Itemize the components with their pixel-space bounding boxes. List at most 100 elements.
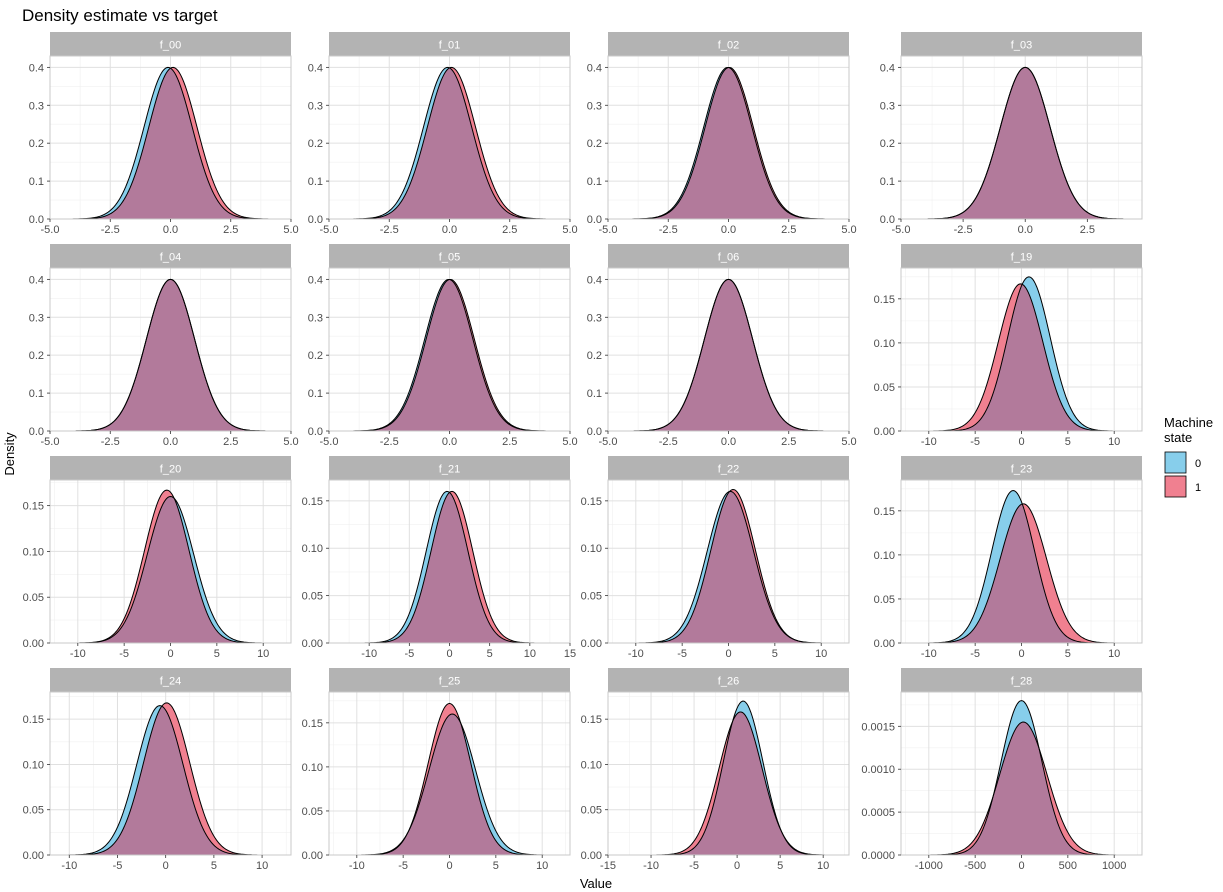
x-tick-label: -5.0	[599, 224, 618, 236]
x-tick-label: 2.5	[502, 224, 517, 236]
y-tick-label: 0.15	[581, 496, 602, 508]
facet-panel: f_05 -5.0 -2.5 0.0 2.5 5.0 0.0 0.1 0.2 0.3 0.4	[308, 244, 578, 448]
facet-strip-label: f_06	[718, 252, 739, 264]
x-tick-label: 0	[163, 860, 169, 872]
legend-key-1	[1164, 475, 1187, 498]
y-tick-label: 0.3	[587, 312, 602, 324]
density-overlap-area	[333, 67, 566, 219]
density-overlap-area	[338, 714, 561, 855]
y-tick-label: 0.3	[29, 100, 44, 112]
y-tick-label: 0.2	[29, 138, 44, 150]
legend-label-0: 0	[1195, 458, 1201, 470]
panel-border	[900, 55, 1143, 220]
x-tick-label: -10	[361, 648, 377, 660]
x-tick-label: 10	[536, 860, 548, 872]
facet-strip-label: f_05	[439, 252, 460, 264]
x-tick-label: -5.0	[320, 436, 339, 448]
y-tick-label: 0.0015	[861, 721, 895, 733]
y-tick-label: 0.2	[308, 350, 323, 362]
x-tick-label: 5	[214, 648, 220, 660]
x-tick-label: -10	[349, 860, 365, 872]
facet-strip	[50, 456, 291, 480]
y-tick-label: 0.10	[302, 543, 323, 555]
x-tick-label: 5	[1065, 648, 1071, 660]
density-line-state-1	[913, 66, 1133, 220]
facet-strip	[329, 456, 570, 480]
y-tick-label: 0.10	[302, 762, 323, 774]
density-line-state-1	[333, 278, 566, 432]
y-tick-label: 0.2	[880, 138, 895, 150]
x-tick-label: 2.5	[781, 436, 796, 448]
y-tick-label: 0.0010	[861, 764, 895, 776]
y-tick-label: 0.05	[23, 592, 44, 604]
y-tick-label: 0.1	[587, 176, 602, 188]
y-tick-label: 0.05	[874, 382, 895, 394]
x-tick-label: 2.5	[502, 436, 517, 448]
x-tick-label: 0.0	[721, 436, 736, 448]
x-tick-label: 15	[564, 648, 576, 660]
y-tick-label: 0.1	[880, 176, 895, 188]
density-overlap-area	[612, 67, 845, 219]
y-tick-label: 0.10	[874, 550, 895, 562]
y-tick-label: 0.4	[308, 62, 323, 74]
facet-strip-label: f_04	[160, 252, 181, 264]
density-overlap-area	[616, 711, 841, 855]
y-tick-label: 0.15	[23, 714, 44, 726]
x-tick-label: -2.5	[954, 224, 973, 236]
x-tick-label: 5.0	[841, 436, 856, 448]
x-tick-label: -1000	[915, 860, 943, 872]
facet-panel: f_22 -10 -5 0 5 10 0.00 0.05 0.10 0.15	[581, 456, 850, 660]
facet-strip	[901, 668, 1142, 692]
facet-panel: f_20 -10 -5 0 5 10 0.00 0.05 0.10 0.15	[23, 456, 292, 660]
density-overlap-area	[910, 722, 1133, 855]
y-tick-label: 0.2	[587, 350, 602, 362]
y-tick-label: 0.15	[874, 294, 895, 306]
x-tick-label: 0	[446, 648, 452, 660]
facet-panel: f_19 -10 -5 0 5 10 0.00 0.05 0.10 0.15	[874, 244, 1143, 448]
facet-strip	[608, 244, 849, 268]
facet-strip	[329, 32, 570, 56]
facet-panel: f_25 -10 -5 0 5 10 0.00 0.05 0.10 0.15	[302, 668, 571, 872]
facet-panel: f_04 -5.0 -2.5 0.0 2.5 5.0 0.0 0.1 0.2 0.3 0.4	[29, 244, 299, 448]
facet-strip-label: f_19	[1011, 252, 1032, 264]
y-tick-label: 0.05	[302, 806, 323, 818]
x-tick-label: -5	[689, 860, 699, 872]
legend-title-line-1: Machine	[1164, 415, 1213, 430]
x-tick-label: -5	[970, 436, 980, 448]
x-tick-label: -500	[964, 860, 986, 872]
x-tick-label: 0	[167, 648, 173, 660]
y-tick-label: 0.15	[302, 718, 323, 730]
y-tick-label: 0.00	[874, 426, 895, 438]
facet-strip	[50, 32, 291, 56]
y-tick-label: 0.2	[308, 138, 323, 150]
facet-panel: f_28 -1000 -500 0 500 1000 0.0000 0.0005 0.0010 0…	[861, 668, 1143, 872]
x-tick-label: 10	[257, 648, 269, 660]
density-overlap-area	[54, 279, 287, 431]
facet-panel: f_24 -10 -5 0 5 10 0.00 0.05 0.10 0.15	[23, 668, 292, 872]
y-tick-label: 0.3	[308, 100, 323, 112]
x-tick-label: 1000	[1102, 860, 1126, 872]
facet-strip-label: f_01	[439, 40, 460, 52]
y-tick-label: 0.0	[587, 426, 602, 438]
y-tick-label: 0.05	[581, 805, 602, 817]
density-overlap-area	[333, 279, 566, 431]
x-tick-label: 0.0	[1018, 224, 1033, 236]
x-tick-label: -10	[643, 860, 659, 872]
y-tick-label: 0.00	[581, 850, 602, 862]
x-tick-label: 0.0	[721, 224, 736, 236]
x-tick-label: -5	[404, 648, 414, 660]
y-tick-label: 0.15	[581, 714, 602, 726]
panel-border	[607, 691, 850, 856]
legend-label-1: 1	[1195, 482, 1201, 494]
legend-title-line-2: state	[1164, 430, 1192, 445]
y-tick-label: 0.00	[302, 638, 323, 650]
y-tick-label: 0.05	[581, 591, 602, 603]
facet-strip-label: f_00	[160, 40, 181, 52]
x-tick-label: 5.0	[841, 224, 856, 236]
facet-panel: f_02 -5.0 -2.5 0.0 2.5 5.0 0.0 0.1 0.2 0.3 0.4	[587, 32, 857, 236]
facet-strip	[329, 668, 570, 692]
y-tick-label: 0.2	[587, 138, 602, 150]
x-tick-label: 0	[1018, 648, 1024, 660]
x-tick-label: 2.5	[223, 224, 238, 236]
